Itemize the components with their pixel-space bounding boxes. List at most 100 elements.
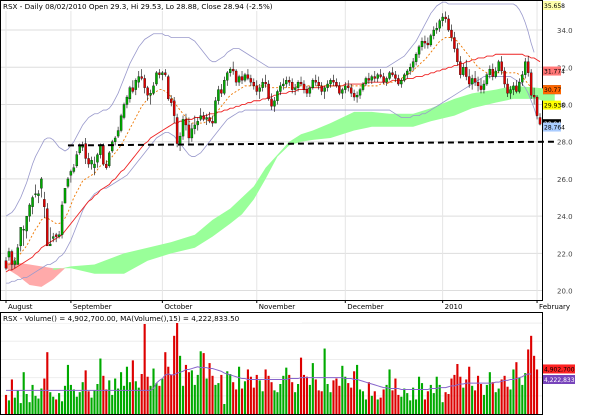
volume-bar [350,387,353,414]
candle [349,84,353,98]
volume-bar [415,399,418,414]
y-tick-label: 20.0 [557,288,573,296]
candle [119,113,123,133]
volume-bar [518,377,521,414]
candle [299,76,303,86]
volume-bar [335,378,338,414]
candle-body [314,80,317,83]
volume-bar [344,376,347,414]
volume-bar [317,390,320,414]
volume-bar [81,382,84,414]
volume-bar [406,393,409,414]
volume-bar [128,382,131,414]
volume-bar [488,372,491,414]
candle-body [226,72,229,81]
candle-body [352,93,356,98]
candle [285,76,288,88]
candle-body [526,61,530,73]
candle-body [69,171,73,176]
candle-body [438,20,441,29]
candle [332,74,335,86]
candle-body [134,80,138,90]
candle-body [453,37,456,49]
price-badge-bg [543,85,561,95]
candle [181,115,185,140]
candle-body [146,87,149,96]
candle-body [385,78,388,83]
candle-body [75,154,79,167]
volume-panel: 4,902,700 4,222,833 RSX - Volume() = 4,90… [0,312,575,415]
candle-body [190,128,194,139]
volume-bar [196,374,199,414]
price-badge-label: 29.938 [544,103,565,110]
volume-bar [417,376,421,414]
price-badge: 30.77 [543,85,561,95]
x-tick-label: August [8,303,33,311]
candle-body [234,70,238,83]
volume-bar [152,368,155,414]
candle-body [54,234,58,237]
volume-bar [28,402,31,414]
volume-bar [438,384,441,414]
candlesticks [4,11,542,271]
candle [249,74,253,86]
volume-bar [382,389,385,414]
volume-bar [19,403,22,414]
volume-bar [471,385,474,414]
candle-body [432,29,436,36]
volume-bar [429,384,432,414]
volume-bar [506,386,509,414]
volume-bar [99,358,102,414]
candle-body [46,208,49,247]
x-tick-label: February [539,303,570,311]
candle-body [500,61,503,72]
volume-bar [114,378,117,414]
candle [137,70,140,88]
volume-bar [243,381,247,414]
candle-body [22,229,25,231]
candle-body [172,100,176,116]
candle [178,132,182,151]
candle-body [535,96,539,116]
candle [406,69,409,79]
candle [90,156,93,170]
volume-bar [158,385,161,414]
candle-body [181,119,185,137]
candle [308,85,312,98]
candle [370,74,374,85]
candle-body [110,141,114,152]
volume-bar [491,382,494,414]
volume-bar [435,376,438,414]
candle [264,74,267,88]
candle-body [429,35,433,46]
candle-body [296,82,300,88]
volume-badge-label: 4,902,700 [544,366,575,373]
volume-bar [341,365,344,414]
volume-bar [211,375,214,414]
volume-bar [476,375,480,414]
volume-bar [332,380,335,414]
candle [237,74,241,86]
candle-body [40,178,43,189]
candle [341,87,344,99]
candle-body [161,72,164,75]
volume-bar [388,369,391,414]
candle-body [25,215,28,232]
candle-body [444,16,447,20]
candle [379,69,382,79]
candle [49,227,52,247]
candle [19,227,22,252]
candle-body [66,178,70,187]
candle [113,136,117,146]
price-badge: 31.774 [543,66,565,76]
candle [456,43,459,66]
candle-body [347,85,350,88]
candle [258,84,261,99]
candle [509,85,512,99]
candle [335,78,338,88]
ichimoku-cloud [6,85,555,287]
candle [417,44,421,58]
candle [110,139,114,153]
price-badge-bg [543,66,561,76]
candle [146,85,149,101]
